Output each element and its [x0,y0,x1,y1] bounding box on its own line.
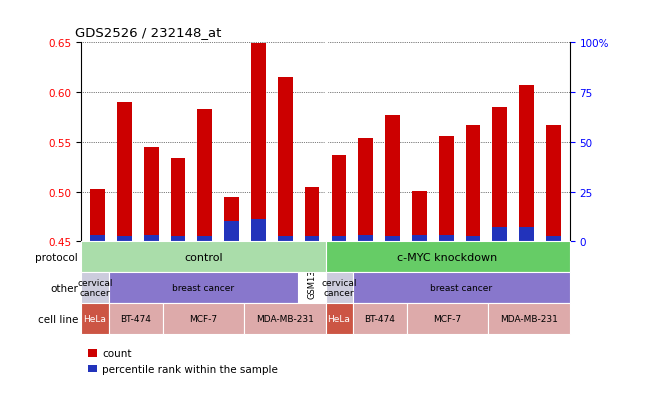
Bar [117,103,132,242]
Bar [144,236,158,242]
Bar [546,237,561,242]
Bar [331,155,346,242]
Bar [278,78,293,242]
Bar [171,158,186,242]
Bar [412,191,427,242]
Text: breast cancer: breast cancer [430,284,492,292]
Bar [171,237,186,242]
Text: cervical
cancer: cervical cancer [322,278,357,298]
Bar [117,237,132,242]
Bar [385,237,400,242]
Text: other: other [50,283,78,293]
Text: MCF-7: MCF-7 [434,315,462,323]
Bar [439,137,454,242]
Bar [224,222,239,242]
Bar [465,126,480,242]
Bar [251,44,266,242]
Text: count: count [102,348,132,358]
Bar [90,189,105,242]
Text: MCF-7: MCF-7 [189,315,217,323]
Text: MDA-MB-231: MDA-MB-231 [256,315,314,323]
Bar [90,236,105,242]
Bar [224,198,239,242]
Bar [493,108,507,242]
Bar [385,116,400,242]
Bar [331,237,346,242]
Bar [465,237,480,242]
Text: BT-474: BT-474 [365,315,395,323]
Bar [144,147,158,242]
Bar [305,187,320,242]
Text: control: control [184,252,223,262]
Bar [519,86,534,242]
Text: GDS2526 / 232148_at: GDS2526 / 232148_at [75,26,221,39]
Text: c-MYC knockdown: c-MYC knockdown [398,252,497,262]
Text: HeLa: HeLa [327,315,350,323]
Bar [519,228,534,242]
Bar [412,236,427,242]
Text: BT-474: BT-474 [120,315,151,323]
Text: cervical
cancer: cervical cancer [77,278,113,298]
Bar [493,228,507,242]
Bar [546,126,561,242]
Text: HeLa: HeLa [83,315,106,323]
Text: breast cancer: breast cancer [173,284,234,292]
Bar [439,236,454,242]
Text: cell line: cell line [38,314,78,324]
Text: protocol: protocol [35,252,78,262]
Bar [197,237,212,242]
Bar [358,138,373,242]
Bar [305,237,320,242]
Bar [251,220,266,242]
Bar [358,236,373,242]
Text: MDA-MB-231: MDA-MB-231 [500,315,558,323]
Bar [278,237,293,242]
Bar [197,110,212,242]
Text: percentile rank within the sample: percentile rank within the sample [102,364,278,374]
